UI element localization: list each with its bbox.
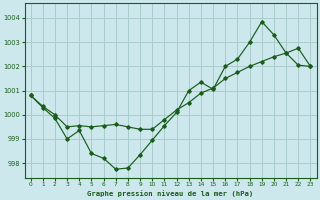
X-axis label: Graphe pression niveau de la mer (hPa): Graphe pression niveau de la mer (hPa) <box>87 190 254 197</box>
